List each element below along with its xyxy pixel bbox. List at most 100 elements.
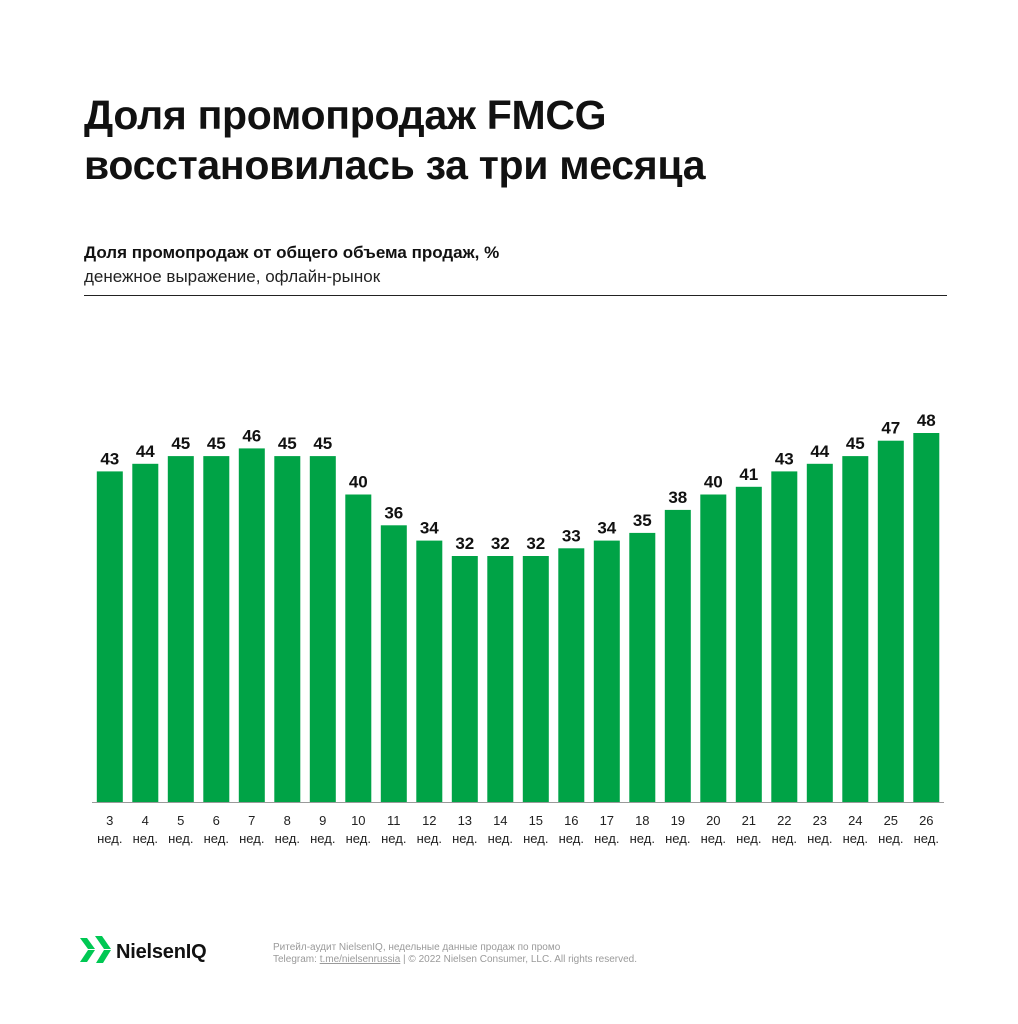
x-tick-label: 7 bbox=[248, 813, 255, 828]
bar bbox=[735, 486, 762, 802]
data-label: 47 bbox=[881, 419, 900, 438]
bar bbox=[664, 509, 691, 802]
bar bbox=[274, 456, 301, 802]
x-tick-suffix: нед. bbox=[239, 831, 264, 846]
x-tick-suffix: нед. bbox=[97, 831, 122, 846]
bar bbox=[309, 456, 336, 802]
x-tick-label: 5 bbox=[177, 813, 184, 828]
bar bbox=[345, 494, 372, 802]
logo-mark-right-top bbox=[95, 936, 111, 949]
x-tick-label: 26 bbox=[919, 813, 933, 828]
data-label: 45 bbox=[207, 434, 226, 453]
chart-subtitle: денежное выражение, офлайн-рынок bbox=[84, 267, 381, 286]
x-tick-label: 14 bbox=[493, 813, 507, 828]
x-tick-label: 3 bbox=[106, 813, 113, 828]
x-tick-label: 12 bbox=[422, 813, 436, 828]
bar bbox=[593, 540, 620, 802]
data-label: 46 bbox=[242, 426, 261, 445]
x-tick-suffix: нед. bbox=[310, 831, 335, 846]
nielseniq-logo: NielsenIQ bbox=[78, 930, 248, 970]
data-label: 43 bbox=[775, 449, 794, 468]
logo-mark-top bbox=[80, 938, 95, 949]
x-tick-suffix: нед. bbox=[843, 831, 868, 846]
x-tick-suffix: нед. bbox=[594, 831, 619, 846]
divider-line bbox=[84, 295, 947, 296]
bar bbox=[700, 494, 727, 802]
data-label: 32 bbox=[491, 534, 510, 553]
bar bbox=[771, 471, 798, 802]
x-tick-suffix: нед. bbox=[168, 831, 193, 846]
bar bbox=[487, 556, 514, 802]
data-label: 45 bbox=[171, 434, 190, 453]
x-tick-label: 10 bbox=[351, 813, 365, 828]
x-tick-suffix: нед. bbox=[630, 831, 655, 846]
bar bbox=[167, 456, 194, 802]
data-label: 34 bbox=[597, 519, 616, 538]
x-tick-suffix: нед. bbox=[807, 831, 832, 846]
x-tick-suffix: нед. bbox=[559, 831, 584, 846]
data-label: 38 bbox=[668, 488, 687, 507]
x-tick-suffix: нед. bbox=[346, 831, 371, 846]
data-label: 32 bbox=[526, 534, 545, 553]
data-label: 45 bbox=[313, 434, 332, 453]
x-tick-label: 23 bbox=[813, 813, 827, 828]
data-label: 44 bbox=[136, 442, 155, 461]
data-label: 44 bbox=[810, 442, 829, 461]
x-tick-label: 17 bbox=[600, 813, 614, 828]
bar bbox=[558, 548, 585, 802]
x-tick-label: 8 bbox=[284, 813, 291, 828]
bar bbox=[522, 556, 549, 802]
bar bbox=[842, 456, 869, 802]
data-label: 36 bbox=[384, 503, 403, 522]
data-label: 34 bbox=[420, 519, 439, 538]
title-line-2: восстановилась за три месяца bbox=[84, 142, 706, 188]
x-tick-label: 20 bbox=[706, 813, 720, 828]
x-tick-label: 16 bbox=[564, 813, 578, 828]
x-tick-label: 11 bbox=[387, 813, 401, 828]
x-tick-suffix: нед. bbox=[914, 831, 939, 846]
chart-title: Доля промопродаж от общего объема продаж… bbox=[84, 243, 500, 262]
bar bbox=[203, 456, 230, 802]
x-tick-label: 22 bbox=[777, 813, 791, 828]
bar-chart: 433нед.444нед.455нед.456нед.467нед.458не… bbox=[92, 411, 944, 846]
data-label: 43 bbox=[100, 449, 119, 468]
telegram-link[interactable]: t.me/nielsenrussia bbox=[319, 954, 401, 965]
data-label: 35 bbox=[633, 511, 652, 530]
x-tick-suffix: нед. bbox=[736, 831, 761, 846]
page-title: Доля промопродаж FMCG восстановилась за … bbox=[84, 90, 944, 190]
x-tick-suffix: нед. bbox=[878, 831, 903, 846]
x-tick-label: 21 bbox=[742, 813, 756, 828]
x-tick-label: 25 bbox=[884, 813, 898, 828]
source-note-line-2: Telegram: t.me/nielsenrussia | © 2022 Ni… bbox=[273, 954, 637, 966]
x-tick-label: 24 bbox=[848, 813, 862, 828]
source-note: Ритейл-аудит NielsenIQ, недельные данные… bbox=[273, 942, 637, 966]
data-label: 41 bbox=[739, 465, 758, 484]
brand-name: NielsenIQ bbox=[116, 941, 207, 963]
data-label: 33 bbox=[562, 526, 581, 545]
bar bbox=[877, 440, 904, 802]
data-label: 45 bbox=[846, 434, 865, 453]
data-label: 40 bbox=[704, 473, 723, 492]
bar bbox=[238, 448, 265, 802]
x-tick-suffix: нед. bbox=[701, 831, 726, 846]
x-tick-suffix: нед. bbox=[204, 831, 229, 846]
bar bbox=[806, 463, 833, 803]
telegram-prefix: Telegram: bbox=[273, 954, 320, 965]
x-tick-label: 4 bbox=[142, 813, 149, 828]
x-tick-suffix: нед. bbox=[772, 831, 797, 846]
x-tick-label: 19 bbox=[671, 813, 685, 828]
source-note-line-1: Ритейл-аудит NielsenIQ, недельные данные… bbox=[273, 942, 561, 953]
x-tick-label: 9 bbox=[319, 813, 326, 828]
nielseniq-logo-icon bbox=[80, 936, 111, 963]
x-tick-suffix: нед. bbox=[275, 831, 300, 846]
x-tick-label: 18 bbox=[635, 813, 649, 828]
data-label: 48 bbox=[917, 411, 936, 430]
bar bbox=[913, 433, 940, 802]
bar bbox=[96, 471, 123, 802]
data-label: 32 bbox=[455, 534, 474, 553]
x-tick-suffix: нед. bbox=[381, 831, 406, 846]
data-label: 40 bbox=[349, 473, 368, 492]
x-tick-label: 6 bbox=[213, 813, 220, 828]
x-tick-suffix: нед. bbox=[665, 831, 690, 846]
data-label: 45 bbox=[278, 434, 297, 453]
